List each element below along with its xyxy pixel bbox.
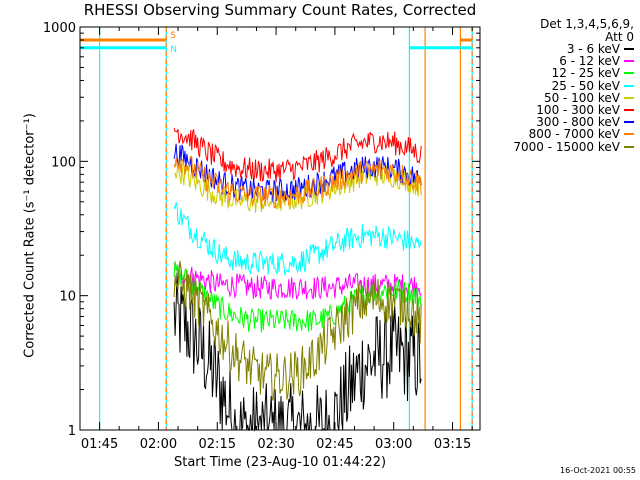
legend-item-label: 3 - 6 keV bbox=[566, 42, 620, 56]
legend-item: 800 - 7000 keV bbox=[529, 127, 634, 141]
legend-swatch bbox=[624, 96, 634, 99]
chart-title: RHESSI Observing Summary Count Rates, Co… bbox=[83, 1, 477, 19]
legend-item-label: 7000 - 15000 keV bbox=[513, 139, 620, 154]
legend-header-detectors: Det 1,3,4,5,6,9, bbox=[540, 17, 634, 31]
x-tick-label: 01:45 bbox=[81, 437, 118, 452]
legend-item-label: 25 - 50 keV bbox=[551, 78, 620, 93]
legend-swatch bbox=[624, 121, 634, 124]
legend-item: 25 - 50 keV bbox=[552, 79, 634, 93]
legend-item: 3 - 6 keV bbox=[567, 42, 634, 56]
legend-swatch bbox=[624, 133, 634, 136]
series-line-12-25-kev bbox=[173, 260, 422, 333]
legend-item: 50 - 100 keV bbox=[544, 91, 634, 105]
legend-item: 300 - 800 keV bbox=[536, 115, 634, 129]
x-tick-label: 03:15 bbox=[434, 437, 471, 452]
legend-item-label: 800 - 7000 keV bbox=[528, 127, 620, 142]
series-line-800-7000-kev bbox=[173, 155, 422, 209]
x-tick-label: 02:15 bbox=[199, 437, 236, 452]
legend-item: 12 - 25 keV bbox=[552, 66, 634, 80]
legend-swatch bbox=[624, 60, 634, 63]
legend-item-label: 300 - 800 keV bbox=[536, 115, 620, 130]
legend-item-label: 12 - 25 keV bbox=[551, 66, 620, 81]
y-tick-label: 1 bbox=[68, 424, 76, 439]
x-tick-label: 03:00 bbox=[375, 437, 412, 452]
plot-frame bbox=[79, 26, 481, 431]
x-tick-label: 02:30 bbox=[257, 437, 294, 452]
legend-item-label: 6 - 12 keV bbox=[559, 54, 620, 69]
series-line-100-300-kev bbox=[173, 127, 422, 183]
flag-label-n: N bbox=[170, 45, 177, 55]
legend-swatch bbox=[624, 109, 634, 111]
x-tick-label: 02:00 bbox=[140, 437, 177, 452]
y-tick-label: 10 bbox=[59, 290, 76, 305]
legend-swatch bbox=[624, 72, 634, 75]
series-line-7000-15000-kev bbox=[173, 260, 422, 401]
legend-item-label: 100 - 300 keV bbox=[536, 103, 620, 117]
legend-swatch bbox=[624, 145, 634, 148]
series-line-25-50-kev bbox=[173, 202, 422, 277]
legend-item: 7000 - 15000 keV bbox=[513, 140, 634, 154]
flag-label-s: S bbox=[170, 31, 176, 41]
y-tick-label: 100 bbox=[51, 155, 76, 170]
legend-item: 100 - 300 keV bbox=[536, 103, 634, 117]
legend-item-label: 50 - 100 keV bbox=[543, 90, 620, 105]
timestamp: 16-Oct-2021 00:55 bbox=[560, 466, 636, 475]
y-tick-label: 1000 bbox=[43, 21, 76, 36]
series-line-6-12-kev bbox=[173, 263, 422, 301]
legend-header-attenuator: Att 0 bbox=[605, 30, 634, 44]
x-axis-label: Start Time (23-Aug-10 01:44:22) bbox=[173, 455, 387, 470]
x-tick-label: 02:45 bbox=[316, 437, 353, 452]
series-line-3-6-kev bbox=[173, 272, 422, 432]
legend-swatch bbox=[624, 48, 634, 50]
legend-item: 6 - 12 keV bbox=[559, 54, 634, 68]
legend-swatch bbox=[624, 84, 634, 87]
y-axis-label: Corrected Count Rate (s⁻¹ detector⁻¹) bbox=[22, 113, 38, 358]
